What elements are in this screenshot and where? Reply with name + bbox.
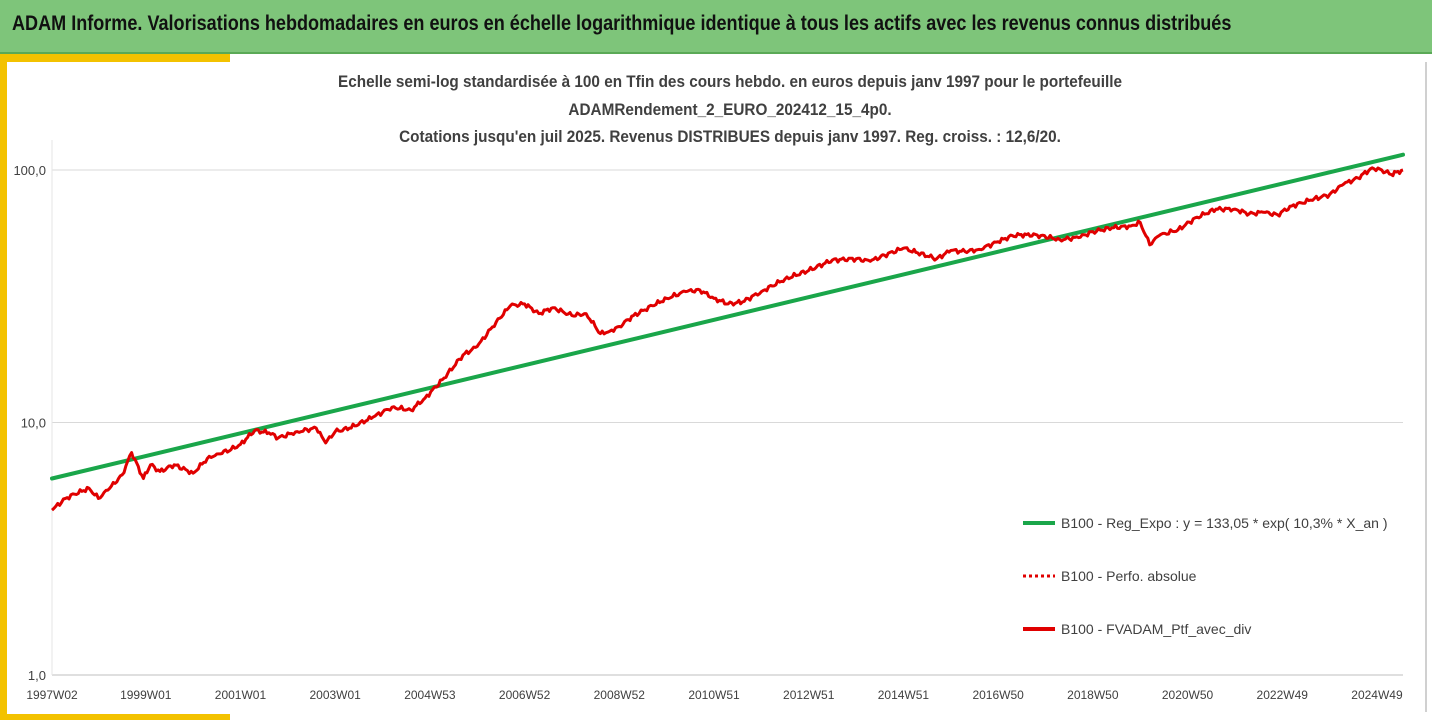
x-tick-label-10: 2016W50 xyxy=(972,688,1024,702)
chart-title: Echelle semi-log standardisée à 100 en T… xyxy=(230,68,1230,151)
x-tick-label-0: 1997W02 xyxy=(26,688,78,702)
series-line-regression xyxy=(50,152,1405,481)
x-tick-label-3: 2003W01 xyxy=(309,688,361,702)
x-tick-label-13: 2022W49 xyxy=(1257,688,1309,702)
x-tick-label-7: 2010W51 xyxy=(688,688,740,702)
chart-title-line-3: Cotations jusqu'en juil 2025. Revenus DI… xyxy=(399,127,1061,146)
x-tick-label-8: 2012W51 xyxy=(783,688,835,702)
accent-bar-left xyxy=(0,54,7,720)
x-tick-label-11: 2018W50 xyxy=(1067,688,1119,702)
x-tick-label-12: 2020W50 xyxy=(1162,688,1214,702)
x-tick-label-2: 2001W01 xyxy=(215,688,267,702)
page-title: ADAM Informe. Valorisations hebdomadaire… xyxy=(12,12,1232,35)
legend-label-0: B100 - Reg_Expo : y = 133,05 * exp( 10,3… xyxy=(1061,515,1387,531)
x-tick-label-14: 2024W49 xyxy=(1351,688,1403,702)
header-banner: ADAM Informe. Valorisations hebdomadaire… xyxy=(0,0,1432,54)
y-tick-label-0: 1,0 xyxy=(28,668,46,683)
x-tick-label-6: 2008W52 xyxy=(594,688,646,702)
x-tick-label-4: 2004W53 xyxy=(404,688,456,702)
chart-title-line-2: ADAMRendement_2_EURO_202412_15_4p0. xyxy=(568,99,892,119)
legend-label-2: B100 - FVADAM_Ptf_avec_div xyxy=(1061,621,1251,637)
y-tick-label-2: 100,0 xyxy=(13,163,46,178)
series-line-portfolio xyxy=(50,166,1404,512)
legend-label-1: B100 - Perfo. absolue xyxy=(1061,568,1197,584)
accent-bar-top xyxy=(0,54,230,62)
chart-title-line-1: Echelle semi-log standardisée à 100 en T… xyxy=(338,72,1122,91)
accent-bar-bottom xyxy=(0,714,230,720)
y-tick-label-1: 10,0 xyxy=(21,416,46,431)
x-tick-label-9: 2014W51 xyxy=(878,688,930,702)
x-tick-label-1: 1999W01 xyxy=(120,688,172,702)
x-tick-label-5: 2006W52 xyxy=(499,688,551,702)
chart-frame xyxy=(7,62,1427,712)
